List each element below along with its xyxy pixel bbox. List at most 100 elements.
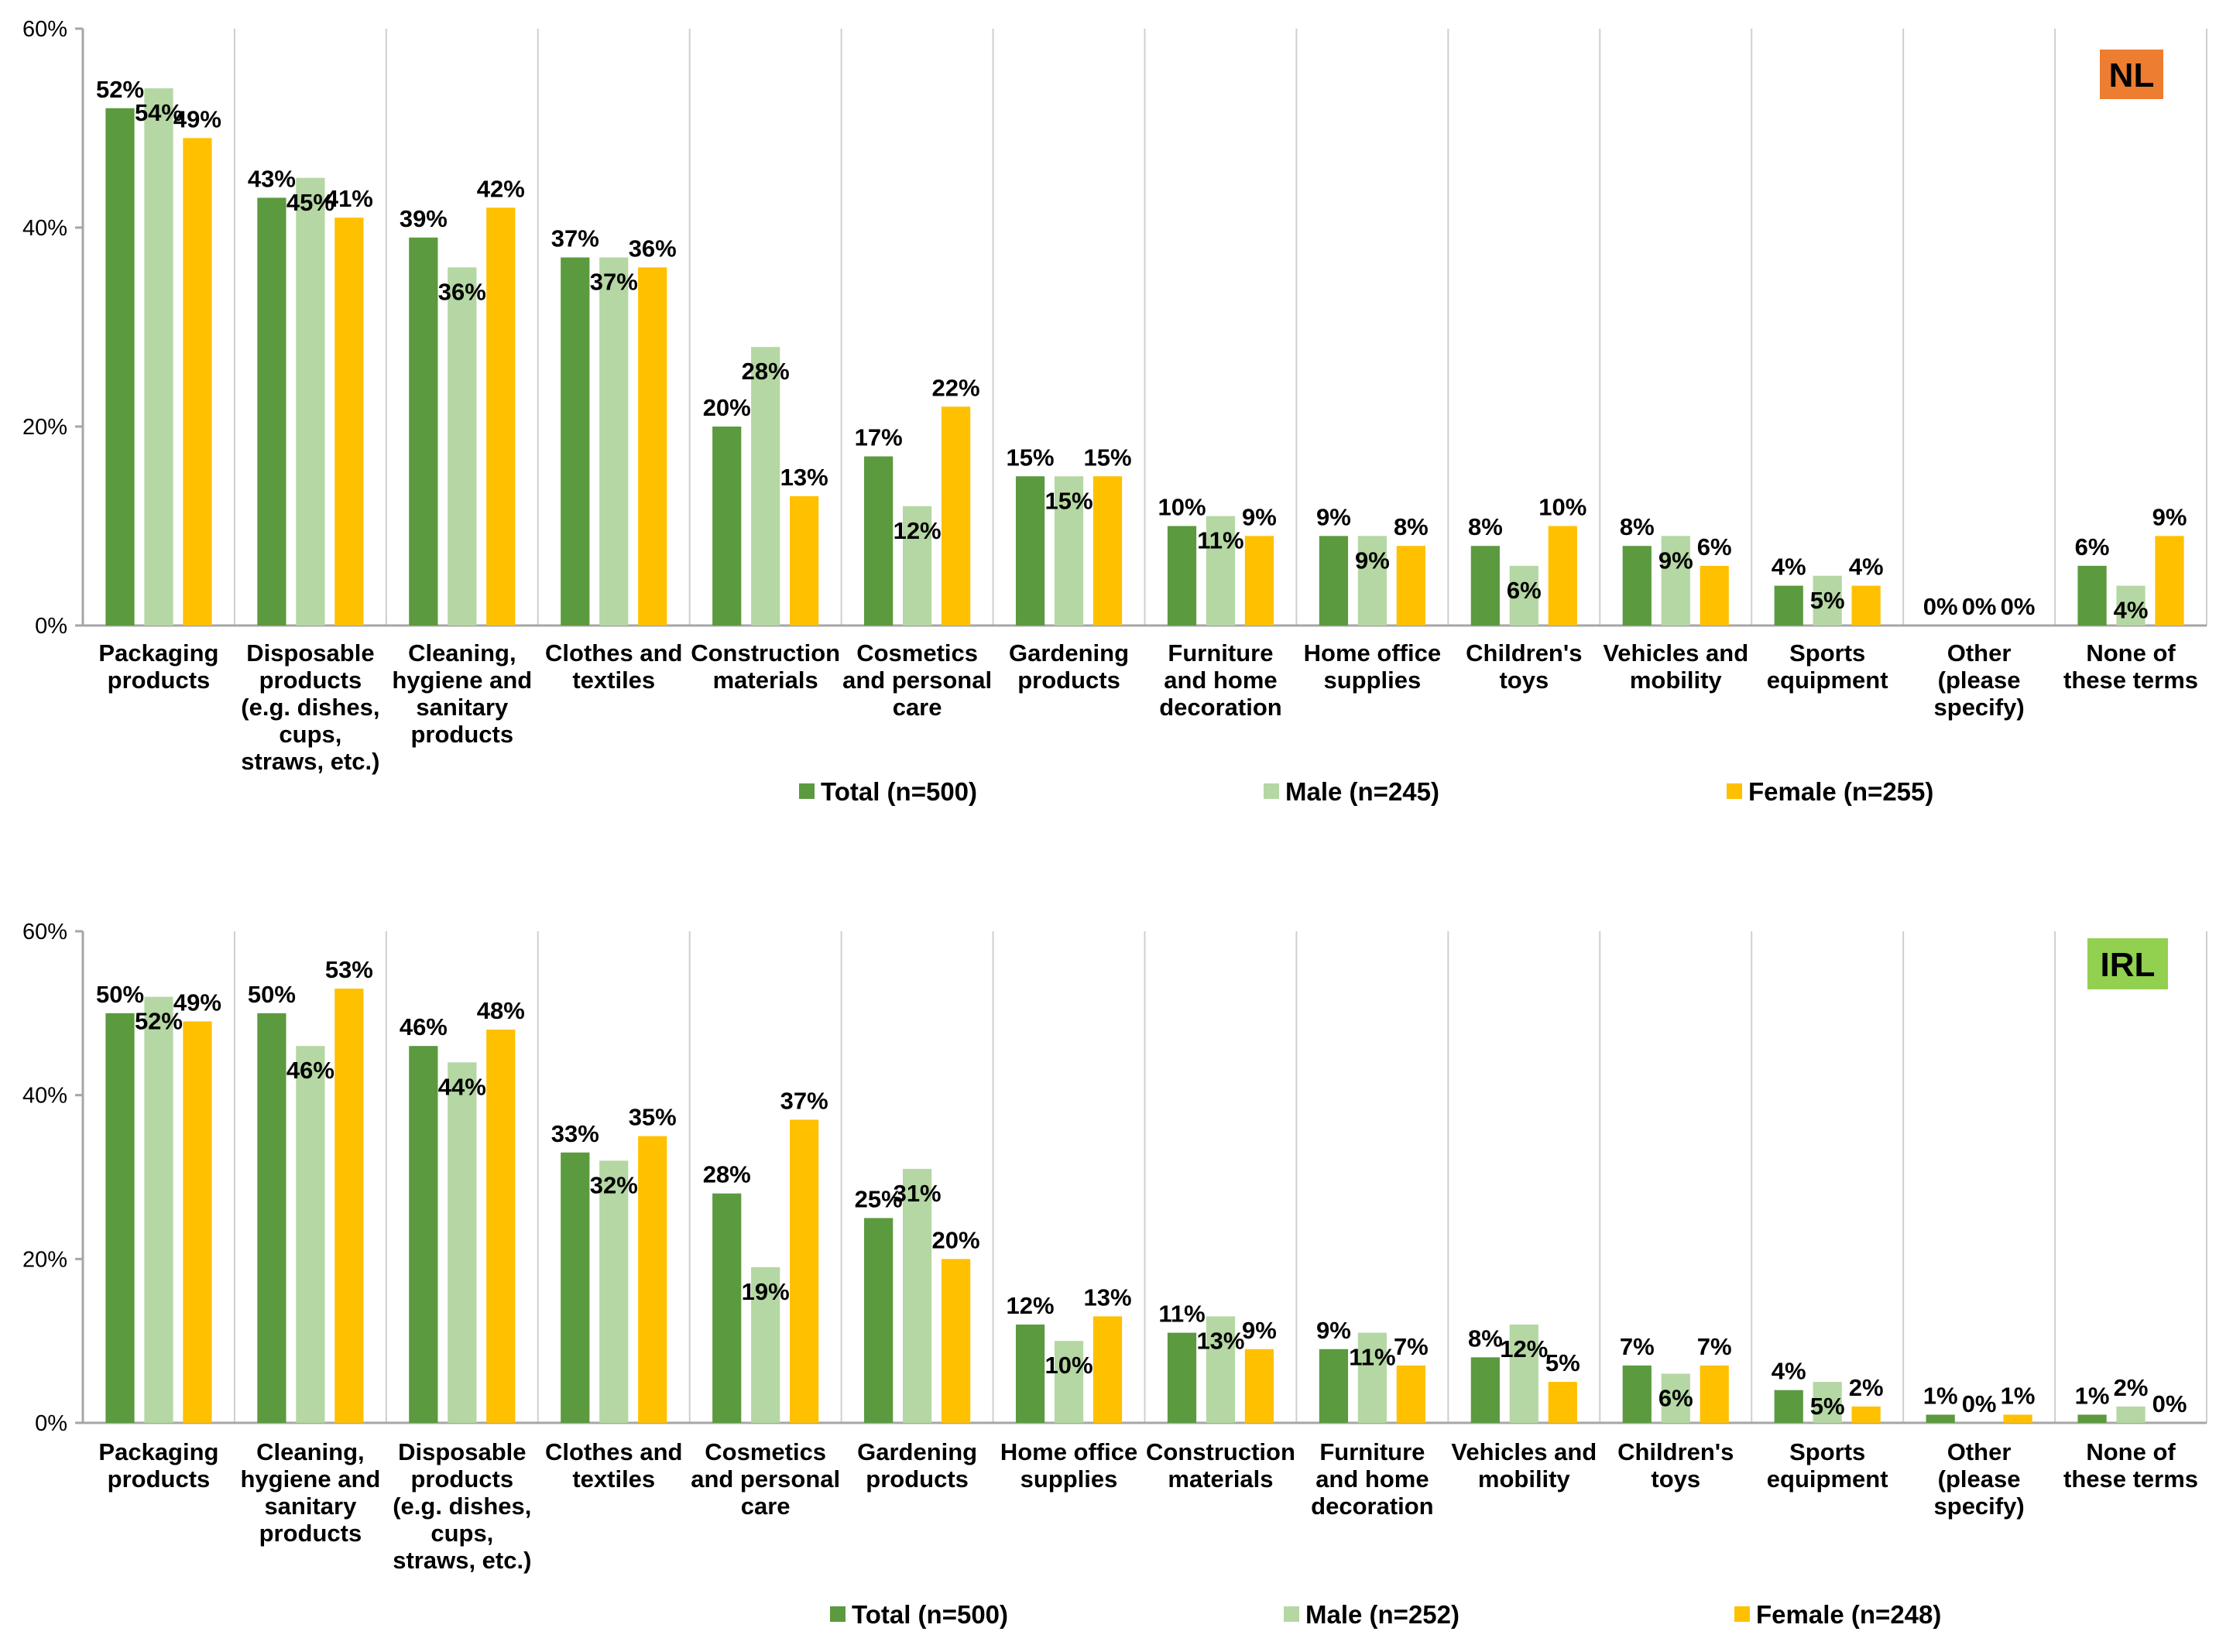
category-label: Other (please specify) [1934, 1438, 2025, 1520]
data-label: 11% [1158, 1301, 1205, 1328]
bar-total [409, 237, 438, 625]
bar-total [864, 1218, 894, 1423]
category-label: Sports equipment [1767, 1438, 1888, 1493]
legend-label-female: Female (n=248) [1756, 1600, 1941, 1629]
bar-total [1774, 1390, 1803, 1423]
data-label: 5% [1545, 1349, 1580, 1376]
bar-male [1054, 1341, 1084, 1423]
bar-total [105, 1013, 135, 1423]
bar-male [751, 1266, 780, 1423]
data-label: 7% [1620, 1333, 1655, 1360]
data-label: 42% [477, 175, 525, 202]
data-label: 4% [1849, 554, 1884, 581]
data-label: 53% [325, 956, 373, 983]
bar-male [1509, 565, 1538, 625]
y-tick-label: 40% [22, 216, 67, 241]
bar-female [1092, 1316, 1123, 1423]
bar-female [941, 1259, 971, 1423]
legend-swatch-male [1264, 783, 1279, 799]
data-label: 1% [2075, 1382, 2110, 1409]
bar-total [1470, 546, 1500, 625]
data-label: 13% [1083, 1284, 1131, 1311]
category-label: Cleaning, hygiene and sanitary products [392, 639, 532, 748]
bar-male [1357, 1332, 1387, 1423]
bar-total [2077, 1414, 2107, 1423]
data-label: 37% [551, 225, 599, 252]
data-label: 22% [932, 374, 980, 401]
data-label: 5% [1810, 587, 1845, 614]
category-label: Disposable products (e.g. dishes, cups, stra… [241, 639, 379, 775]
data-label: 50% [248, 981, 296, 1008]
data-label: 20% [932, 1226, 980, 1253]
category-label: Disposable products (e.g. dishes, cups, stra… [393, 1438, 531, 1574]
bar-female [1092, 476, 1123, 625]
bar-male [296, 177, 325, 625]
bar-male [902, 1168, 932, 1423]
data-label: 4% [1772, 554, 1806, 581]
data-label: 44% [438, 1073, 486, 1100]
data-label: 5% [1810, 1393, 1845, 1420]
bar-total [1774, 585, 1803, 625]
legend-label-male: Male (n=252) [1305, 1600, 1460, 1629]
bar-female [1548, 1382, 1577, 1423]
bar-total [561, 1152, 590, 1423]
data-label: 13% [780, 464, 828, 491]
bar-total [864, 456, 894, 625]
y-tick-label: 60% [22, 920, 67, 944]
data-label: 32% [590, 1171, 638, 1198]
category-label: None of these terms [2063, 639, 2198, 694]
legend-swatch-total [799, 783, 815, 799]
data-label: 8% [1468, 513, 1503, 540]
data-label: 49% [173, 989, 221, 1016]
category-label: Clothes and textiles [545, 639, 682, 694]
bar-female [1548, 526, 1577, 625]
data-label: 52% [135, 1008, 183, 1035]
data-label: 8% [1468, 1325, 1503, 1352]
category-label: Gardening products [1009, 639, 1129, 694]
legend-label-total: Total (n=500) [852, 1600, 1008, 1629]
category-label: Cleaning, hygiene and sanitary products [240, 1438, 380, 1547]
legend-label-total: Total (n=500) [821, 777, 977, 806]
data-label: 54% [135, 99, 183, 126]
bar-total [2077, 565, 2107, 625]
data-label: 25% [855, 1185, 903, 1212]
bar-male [2116, 1406, 2146, 1423]
bar-female [638, 1136, 667, 1423]
bar-male [144, 88, 173, 626]
bar-female [1851, 1406, 1881, 1423]
data-label: 43% [248, 165, 296, 192]
bar-male [1661, 1373, 1690, 1423]
bar-total [257, 197, 286, 625]
data-label: 4% [2114, 597, 2149, 624]
country-badge [2087, 938, 2168, 989]
category-label: Furniture and home decoration [1159, 639, 1281, 721]
bar-male [751, 347, 780, 625]
bar-male [1813, 575, 1842, 625]
bar-female [334, 989, 364, 1423]
bar-male [1357, 536, 1387, 625]
data-label: 9% [1316, 1317, 1351, 1344]
data-label: 0% [1962, 1390, 1997, 1417]
data-label: 50% [96, 981, 144, 1008]
data-label: 9% [1242, 503, 1277, 530]
bar-male [1206, 1316, 1236, 1423]
data-label: 31% [894, 1180, 942, 1207]
category-label: Children's toys [1617, 1438, 1734, 1493]
bar-male [1206, 516, 1236, 625]
data-label: 0% [2152, 1390, 2187, 1417]
category-label: None of these terms [2063, 1438, 2198, 1493]
category-label: Construction materials [691, 639, 840, 694]
category-label: Vehicles and mobility [1603, 639, 1748, 694]
data-label: 17% [855, 424, 903, 451]
data-label: 6% [1658, 1385, 1693, 1412]
data-label: 12% [894, 517, 942, 544]
bar-male [902, 506, 932, 625]
bar-male [1509, 1325, 1538, 1423]
data-label: 33% [551, 1120, 599, 1147]
data-label: 9% [1316, 503, 1351, 530]
bar-total [1015, 1325, 1045, 1423]
bar-male [1813, 1382, 1842, 1423]
category-label: Clothes and textiles [545, 1438, 682, 1493]
bar-male [1054, 476, 1084, 625]
